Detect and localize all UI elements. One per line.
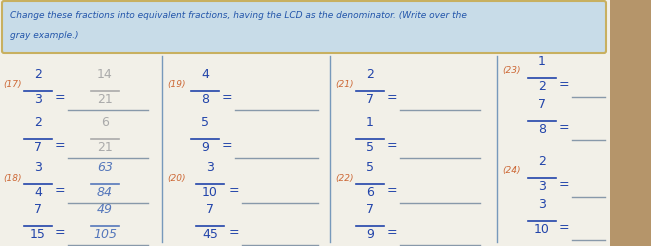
Text: gray example.): gray example.) bbox=[10, 31, 79, 41]
Text: 1: 1 bbox=[366, 116, 374, 129]
Text: 5: 5 bbox=[366, 161, 374, 174]
Text: 2: 2 bbox=[34, 68, 42, 81]
Text: =: = bbox=[55, 92, 65, 105]
Text: 5: 5 bbox=[366, 141, 374, 154]
Text: 7: 7 bbox=[538, 98, 546, 111]
Text: =: = bbox=[387, 139, 397, 153]
Text: =: = bbox=[559, 122, 570, 135]
Text: 7: 7 bbox=[34, 141, 42, 154]
Text: =: = bbox=[229, 184, 240, 198]
Text: 7: 7 bbox=[366, 203, 374, 216]
Text: =: = bbox=[559, 78, 570, 92]
Text: 49: 49 bbox=[97, 203, 113, 216]
Text: 3: 3 bbox=[34, 161, 42, 174]
Text: 4: 4 bbox=[34, 186, 42, 199]
Text: (20): (20) bbox=[167, 173, 186, 183]
Text: 10: 10 bbox=[534, 223, 550, 236]
Text: (19): (19) bbox=[167, 79, 186, 89]
Text: 3: 3 bbox=[538, 198, 546, 211]
Text: 2: 2 bbox=[34, 116, 42, 129]
Text: =: = bbox=[55, 184, 65, 198]
Text: 14: 14 bbox=[97, 68, 113, 81]
Text: 21: 21 bbox=[97, 141, 113, 154]
Text: 4: 4 bbox=[201, 68, 209, 81]
Text: (22): (22) bbox=[335, 173, 353, 183]
FancyBboxPatch shape bbox=[2, 1, 606, 53]
Text: 7: 7 bbox=[206, 203, 214, 216]
Text: 1: 1 bbox=[538, 55, 546, 68]
Text: (23): (23) bbox=[502, 66, 521, 76]
Text: Change these fractions into equivalent fractions, having the LCD as the denomina: Change these fractions into equivalent f… bbox=[10, 12, 467, 20]
Text: 2: 2 bbox=[538, 80, 546, 93]
Text: =: = bbox=[55, 139, 65, 153]
Text: 10: 10 bbox=[202, 186, 218, 199]
Text: =: = bbox=[387, 92, 397, 105]
Text: 7: 7 bbox=[366, 93, 374, 106]
Text: 9: 9 bbox=[366, 228, 374, 241]
Text: =: = bbox=[229, 227, 240, 240]
Text: 84: 84 bbox=[97, 186, 113, 199]
Text: 3: 3 bbox=[206, 161, 214, 174]
Text: =: = bbox=[387, 184, 397, 198]
Text: 21: 21 bbox=[97, 93, 113, 106]
Text: 3: 3 bbox=[34, 93, 42, 106]
Text: 15: 15 bbox=[30, 228, 46, 241]
Text: =: = bbox=[55, 227, 65, 240]
Text: 8: 8 bbox=[201, 93, 209, 106]
Text: 63: 63 bbox=[97, 161, 113, 174]
Text: =: = bbox=[559, 179, 570, 191]
Text: 6: 6 bbox=[366, 186, 374, 199]
Text: 8: 8 bbox=[538, 123, 546, 136]
Text: 9: 9 bbox=[201, 141, 209, 154]
Text: =: = bbox=[222, 139, 232, 153]
Text: (17): (17) bbox=[3, 79, 21, 89]
Text: 6: 6 bbox=[101, 116, 109, 129]
Text: (21): (21) bbox=[335, 79, 353, 89]
Text: 2: 2 bbox=[538, 155, 546, 168]
Text: (18): (18) bbox=[3, 173, 21, 183]
Text: =: = bbox=[387, 227, 397, 240]
Text: 105: 105 bbox=[93, 228, 117, 241]
Text: (24): (24) bbox=[502, 167, 521, 175]
Text: 3: 3 bbox=[538, 180, 546, 193]
Text: 7: 7 bbox=[34, 203, 42, 216]
Text: 5: 5 bbox=[201, 116, 209, 129]
Text: =: = bbox=[222, 92, 232, 105]
Text: =: = bbox=[559, 221, 570, 234]
Text: 45: 45 bbox=[202, 228, 218, 241]
Text: 2: 2 bbox=[366, 68, 374, 81]
